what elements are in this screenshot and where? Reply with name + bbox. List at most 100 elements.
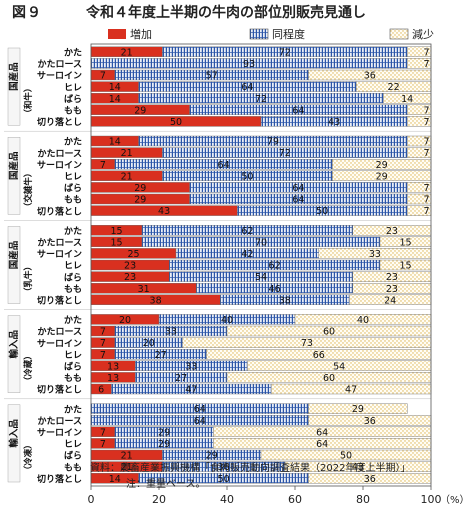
data-label-decrease: 36 — [364, 71, 376, 82]
legend-swatch-increase — [108, 29, 126, 39]
figure-number: 図９ — [12, 5, 42, 21]
data-label-unchanged: 42 — [241, 249, 253, 260]
data-label-decrease: 23 — [386, 272, 398, 283]
data-label-decrease: 36 — [364, 474, 376, 485]
category-label: かた — [64, 404, 82, 415]
group-label-box — [7, 315, 21, 394]
chart-notes: 資料：農畜産業振興機構「食肉販売動向調査結果（2022年度上半期）」 注：重量ベ… — [90, 461, 410, 493]
source-note: 資料：農畜産業振興機構「食肉販売動向調査結果（2022年度上半期）」 — [90, 463, 411, 474]
data-label-unchanged: 72 — [255, 94, 267, 105]
data-label-increase: 23 — [124, 272, 136, 283]
data-label-increase: 31 — [138, 284, 150, 295]
data-label-unchanged: 93 — [243, 59, 255, 70]
data-label-unchanged: 64 — [241, 82, 253, 93]
data-label-increase: 21 — [121, 462, 133, 473]
data-label-unchanged: 62 — [241, 226, 253, 237]
data-label-increase: 7 — [100, 71, 106, 82]
data-label-decrease: 7 — [423, 206, 429, 217]
data-label-unchanged: 46 — [269, 284, 281, 295]
data-label-unchanged: 38 — [279, 295, 291, 306]
plot-frame — [90, 43, 432, 487]
data-label-increase: 7 — [100, 439, 106, 450]
data-label-decrease: 7 — [423, 183, 429, 194]
category-label: ヒレ — [64, 350, 82, 361]
group-label-sub: （交雑牛） — [23, 169, 34, 212]
data-label-unchanged: 50 — [241, 171, 253, 182]
data-label-decrease: 15 — [399, 237, 411, 248]
data-label-increase: 14 — [109, 137, 121, 148]
legend-label-decrease: 減少 — [412, 27, 434, 41]
data-label-increase: 21 — [121, 451, 133, 462]
group-label-main: 国産品 — [8, 152, 20, 181]
data-label-increase: 29 — [134, 105, 146, 116]
category-label: ばら — [64, 93, 82, 105]
data-label-increase: 29 — [134, 195, 146, 206]
data-label-decrease: 60 — [323, 327, 335, 338]
data-label-decrease: 29 — [376, 160, 388, 171]
data-label-unchanged: 27 — [175, 373, 187, 384]
data-label-decrease: 50 — [340, 451, 352, 462]
data-label-increase: 7 — [100, 350, 106, 361]
data-label-unchanged: 64 — [292, 105, 304, 116]
data-label-unchanged: 72 — [279, 148, 291, 159]
category-label: かた — [64, 315, 82, 326]
category-label: 切り落とし — [37, 384, 82, 396]
category-label: サーロイン — [37, 160, 82, 171]
category-label: ヒレ — [64, 82, 82, 93]
data-label-decrease: 29 — [352, 404, 364, 415]
category-label: 切り落とし — [37, 205, 82, 217]
data-label-increase: 7 — [100, 160, 106, 171]
legend-swatch-decrease — [389, 28, 409, 40]
data-label-increase: 15 — [110, 226, 122, 237]
data-label-unchanged: 50 — [218, 474, 230, 485]
data-label-decrease: 7 — [423, 47, 429, 58]
category-label: もも — [64, 284, 82, 295]
data-label-unchanged: 54 — [255, 272, 267, 283]
data-label-decrease: 43 — [352, 462, 364, 473]
data-label-decrease: 23 — [386, 226, 398, 237]
data-label-increase: 14 — [109, 82, 121, 93]
data-label-decrease: 64 — [316, 439, 328, 450]
data-label-unchanged: 64 — [194, 416, 206, 427]
group-label-box — [7, 404, 21, 483]
category-label: かたロース — [37, 416, 82, 427]
data-label-decrease: 73 — [301, 338, 313, 349]
data-label-decrease: 40 — [357, 315, 369, 326]
data-label-unchanged: 27 — [155, 350, 167, 361]
data-label-decrease: 14 — [401, 94, 413, 105]
legend-label-unchanged: 同程度 — [272, 27, 305, 41]
data-label-increase: 14 — [109, 474, 121, 485]
category-label: もも — [64, 106, 82, 117]
category-label: かた — [64, 48, 82, 59]
data-label-unchanged: 20 — [143, 338, 155, 349]
category-label: ばら — [64, 361, 82, 373]
group-label-sub: （冷蔵） — [23, 351, 34, 385]
data-label-increase: 7 — [100, 338, 106, 349]
weight-note: 注：重量ベース。 — [126, 479, 206, 490]
data-label-decrease: 7 — [423, 148, 429, 159]
data-label-unchanged: 43 — [328, 117, 340, 128]
chart-title: 令和４年度上半期の牛肉の部位別販売見通し — [86, 5, 366, 21]
group-label-main: 国産品 — [8, 241, 20, 270]
data-label-increase: 25 — [127, 249, 139, 260]
category-label: ヒレ — [64, 261, 82, 272]
data-label-decrease: 24 — [384, 295, 396, 306]
group-label-sub: （冷凍） — [23, 440, 34, 474]
category-label: ばら — [64, 182, 82, 194]
x-tick-label: 0 — [88, 493, 95, 506]
category-label: もも — [64, 195, 82, 206]
data-label-unchanged: 29 — [158, 427, 170, 438]
data-label-unchanged: 64 — [218, 160, 230, 171]
data-label-unchanged: 79 — [267, 137, 279, 148]
data-label-increase: 14 — [109, 94, 121, 105]
x-tick-label: 100 — [421, 493, 442, 506]
data-label-unchanged: 36 — [218, 462, 230, 473]
data-label-unchanged: 62 — [269, 261, 281, 272]
data-label-unchanged: 57 — [206, 71, 218, 82]
category-label: かたロース — [37, 59, 82, 70]
category-label: ヒレ — [64, 439, 82, 450]
category-label: 切り落とし — [37, 295, 82, 307]
data-label-increase: 21 — [121, 148, 133, 159]
data-label-unchanged: 33 — [165, 327, 177, 338]
